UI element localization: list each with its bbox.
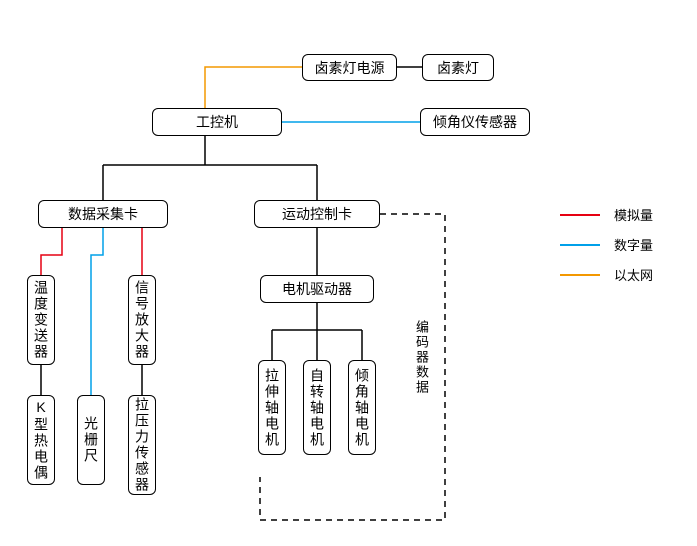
node-amp: 信号放大器: [128, 275, 156, 365]
node-label: 卤素灯: [437, 58, 479, 78]
node-daq-card: 数据采集卡: [38, 200, 168, 228]
legend-analog: 模拟量: [560, 205, 653, 224]
swatch-ethernet: [560, 274, 600, 276]
node-label: 数据采集卡: [68, 204, 138, 224]
legend-digital: 数字量: [560, 235, 653, 254]
node-label: 倾角轴电机: [352, 368, 372, 448]
node-motor-tilt: 倾角轴电机: [348, 360, 376, 455]
legend-label: 以太网: [614, 265, 653, 284]
node-force-sensor: 拉压力传感器: [128, 395, 156, 495]
node-label: 光栅尺: [81, 416, 101, 464]
legend-ethernet: 以太网: [560, 265, 653, 284]
node-motor-driver: 电机驱动器: [260, 275, 374, 303]
node-label: 温度变送器: [31, 280, 51, 360]
node-ipc: 工控机: [152, 108, 282, 136]
node-label: 信号放大器: [132, 280, 152, 360]
node-halogen-lamp: 卤素灯: [422, 54, 494, 81]
node-label: 卤素灯电源: [315, 58, 385, 78]
node-halogen-power: 卤素灯电源: [302, 54, 397, 81]
node-label: 自转轴电机: [307, 368, 327, 448]
node-label: 工控机: [196, 112, 238, 132]
node-label: 倾角仪传感器: [433, 112, 517, 132]
node-k-tc: K型热电偶: [27, 395, 55, 485]
legend-label: 模拟量: [614, 205, 653, 224]
node-grating: 光栅尺: [77, 395, 105, 485]
node-label: 拉伸轴电机: [262, 368, 282, 448]
node-label: 拉压力传感器: [132, 397, 152, 493]
node-temp-tx: 温度变送器: [27, 275, 55, 365]
node-label: 运动控制卡: [282, 204, 352, 224]
swatch-digital: [560, 244, 600, 246]
label-encoder-data: 编码器数据: [412, 320, 431, 395]
node-motor-stretch: 拉伸轴电机: [258, 360, 286, 455]
swatch-analog: [560, 214, 600, 216]
node-tilt-sensor: 倾角仪传感器: [420, 108, 530, 136]
node-motor-spin: 自转轴电机: [303, 360, 331, 455]
node-label: K型热电偶: [31, 399, 51, 481]
legend-label: 数字量: [614, 235, 653, 254]
node-motion-card: 运动控制卡: [254, 200, 380, 228]
node-label: 电机驱动器: [282, 279, 352, 299]
